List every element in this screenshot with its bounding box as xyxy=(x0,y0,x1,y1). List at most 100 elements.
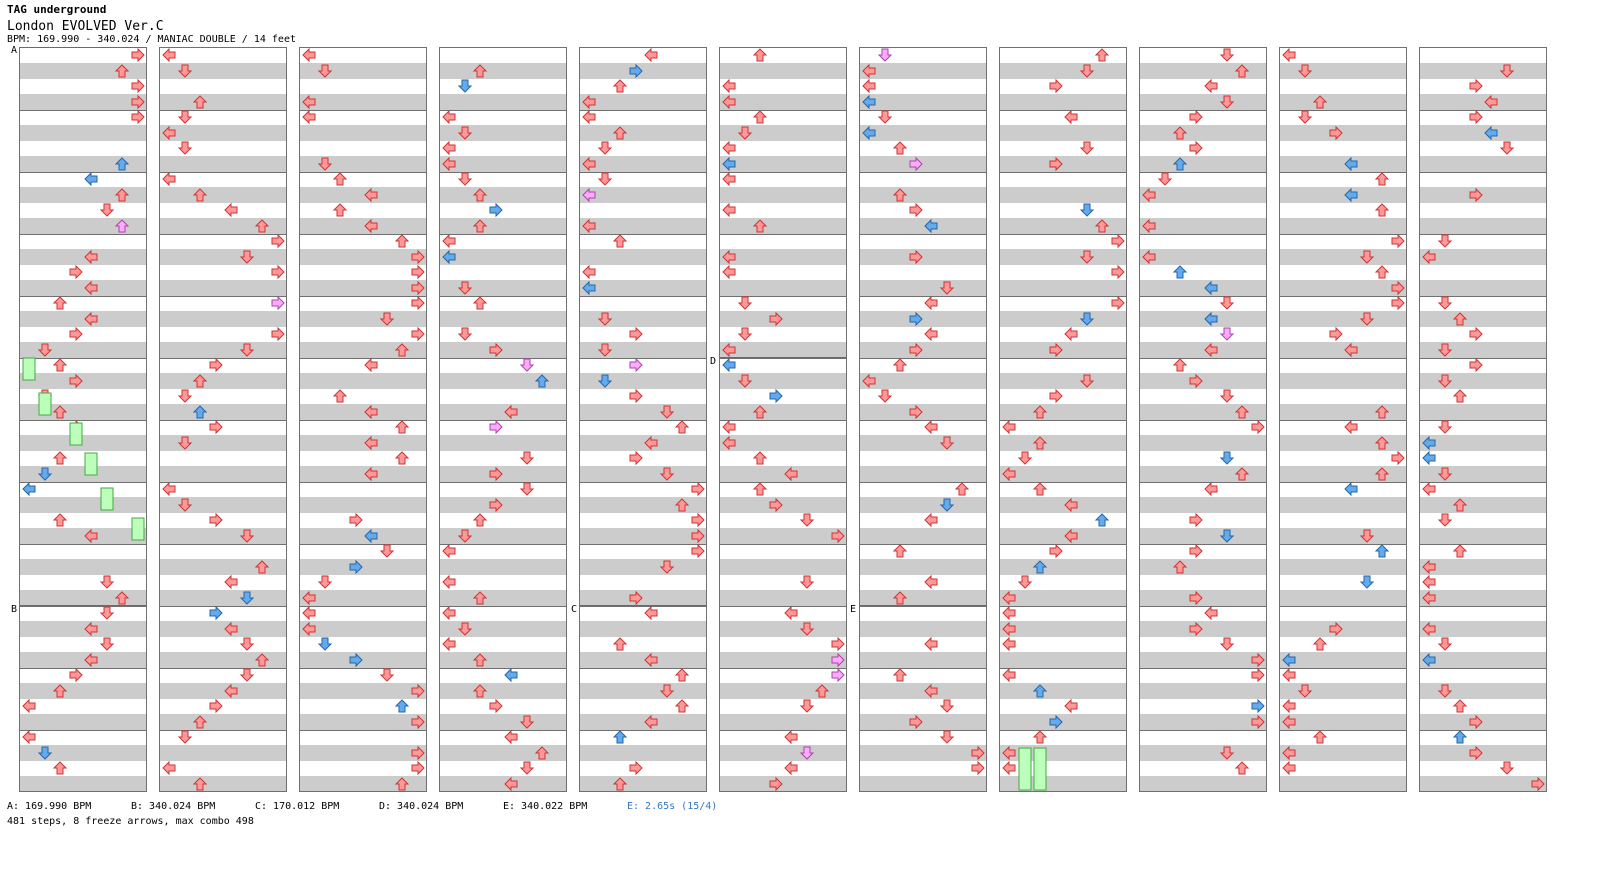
beat-band xyxy=(1140,311,1266,327)
measure-line xyxy=(1420,668,1546,669)
arrow-layer xyxy=(302,48,425,791)
beat-band xyxy=(860,125,986,141)
beat-band xyxy=(1140,590,1266,606)
beat-band xyxy=(300,156,426,172)
beat-band xyxy=(20,683,146,699)
beat-band xyxy=(300,528,426,544)
step-arrow-icon xyxy=(1204,342,1218,358)
measure-line xyxy=(1420,606,1546,607)
step-arrow-icon xyxy=(752,110,768,124)
measure-line xyxy=(300,668,426,669)
freeze-arrow-icon xyxy=(22,357,36,381)
beat-band xyxy=(300,125,426,141)
beat-band xyxy=(580,683,706,699)
beat-band xyxy=(720,652,846,668)
step-arrow-icon xyxy=(1189,621,1203,637)
step-arrow-icon xyxy=(1329,326,1343,342)
step-arrow-icon xyxy=(1452,312,1468,326)
step-arrow-icon xyxy=(722,249,736,265)
step-arrow-icon xyxy=(924,683,938,699)
measure-line xyxy=(1420,296,1546,297)
step-arrow-icon xyxy=(971,745,985,761)
step-arrow-icon xyxy=(909,714,923,730)
beat-band xyxy=(440,249,566,265)
beat-band xyxy=(720,63,846,79)
step-arrow-icon xyxy=(131,109,145,125)
step-arrow-icon xyxy=(84,171,98,187)
step-arrow-icon xyxy=(722,171,736,187)
step-arrow-icon xyxy=(1032,436,1048,450)
step-arrow-icon xyxy=(1002,605,1016,621)
beat-band xyxy=(1420,94,1546,110)
beat-band xyxy=(440,63,566,79)
step-arrow-icon xyxy=(1469,714,1483,730)
step-arrow-icon xyxy=(629,357,643,373)
step-arrow-icon xyxy=(99,606,115,620)
measure-line xyxy=(1280,358,1406,359)
beat-band xyxy=(720,94,846,110)
measure-line xyxy=(1000,544,1126,545)
chart-column xyxy=(439,47,567,792)
step-arrow-icon xyxy=(644,48,658,63)
step-arrow-icon xyxy=(1329,125,1343,141)
step-arrow-icon xyxy=(1064,326,1078,342)
beat-band xyxy=(440,94,566,110)
step-arrow-icon xyxy=(489,202,503,218)
measure-line xyxy=(720,358,846,359)
beat-band xyxy=(160,280,286,296)
step-arrow-icon xyxy=(457,529,473,543)
beat-band xyxy=(1000,218,1126,234)
step-arrow-icon xyxy=(162,760,176,776)
measure-line xyxy=(580,110,706,111)
measure-line xyxy=(160,668,286,669)
step-arrow-icon xyxy=(519,482,535,496)
measure-line xyxy=(1420,544,1546,545)
step-arrow-icon xyxy=(411,714,425,730)
measure-line xyxy=(1000,110,1126,111)
step-arrow-icon xyxy=(472,591,488,605)
step-arrow-icon xyxy=(1359,312,1375,326)
beat-band xyxy=(1140,187,1266,203)
step-arrow-icon xyxy=(1251,667,1265,683)
step-arrow-icon xyxy=(1422,450,1436,466)
step-arrow-icon xyxy=(1422,590,1436,606)
measure-line xyxy=(1000,730,1126,731)
step-arrow-icon xyxy=(722,357,736,373)
step-arrow-icon xyxy=(909,404,923,420)
step-arrow-icon xyxy=(862,63,876,79)
measure-line xyxy=(440,420,566,421)
step-arrow-icon xyxy=(1002,621,1016,637)
bpm-legend-c: C: 170.012 BPM xyxy=(255,801,340,812)
beat-band xyxy=(160,559,286,575)
step-arrow-icon xyxy=(411,326,425,342)
arrow-layer xyxy=(442,64,550,791)
measure-line xyxy=(720,730,846,731)
measure-line xyxy=(860,358,986,359)
step-arrow-icon xyxy=(1142,218,1156,234)
step-arrow-icon xyxy=(1359,250,1375,264)
step-arrow-icon xyxy=(1452,389,1468,403)
beat-band xyxy=(1140,63,1266,79)
step-arrow-icon xyxy=(831,667,845,683)
step-arrow-icon xyxy=(674,668,690,682)
beat-band xyxy=(1420,559,1546,575)
step-arrow-icon xyxy=(52,761,68,775)
step-arrow-icon xyxy=(892,544,908,558)
measure-line xyxy=(860,730,986,731)
step-arrow-icon xyxy=(597,312,613,326)
beat-band xyxy=(580,745,706,761)
step-arrow-icon xyxy=(504,729,518,745)
step-arrow-icon xyxy=(722,264,736,280)
beat-band xyxy=(720,280,846,296)
chart-summary: 481 steps, 8 freeze arrows, max combo 49… xyxy=(7,816,254,827)
step-arrow-icon xyxy=(1374,172,1390,186)
step-arrow-icon xyxy=(1049,78,1063,94)
step-arrow-icon xyxy=(799,575,815,589)
beat-band xyxy=(1140,249,1266,265)
beat-band xyxy=(440,683,566,699)
bpm-legend-e: E: 340.022 BPM xyxy=(503,801,588,812)
beat-band xyxy=(440,187,566,203)
step-arrow-icon xyxy=(442,249,456,265)
step-arrow-icon xyxy=(1079,141,1095,155)
beat-band xyxy=(720,249,846,265)
